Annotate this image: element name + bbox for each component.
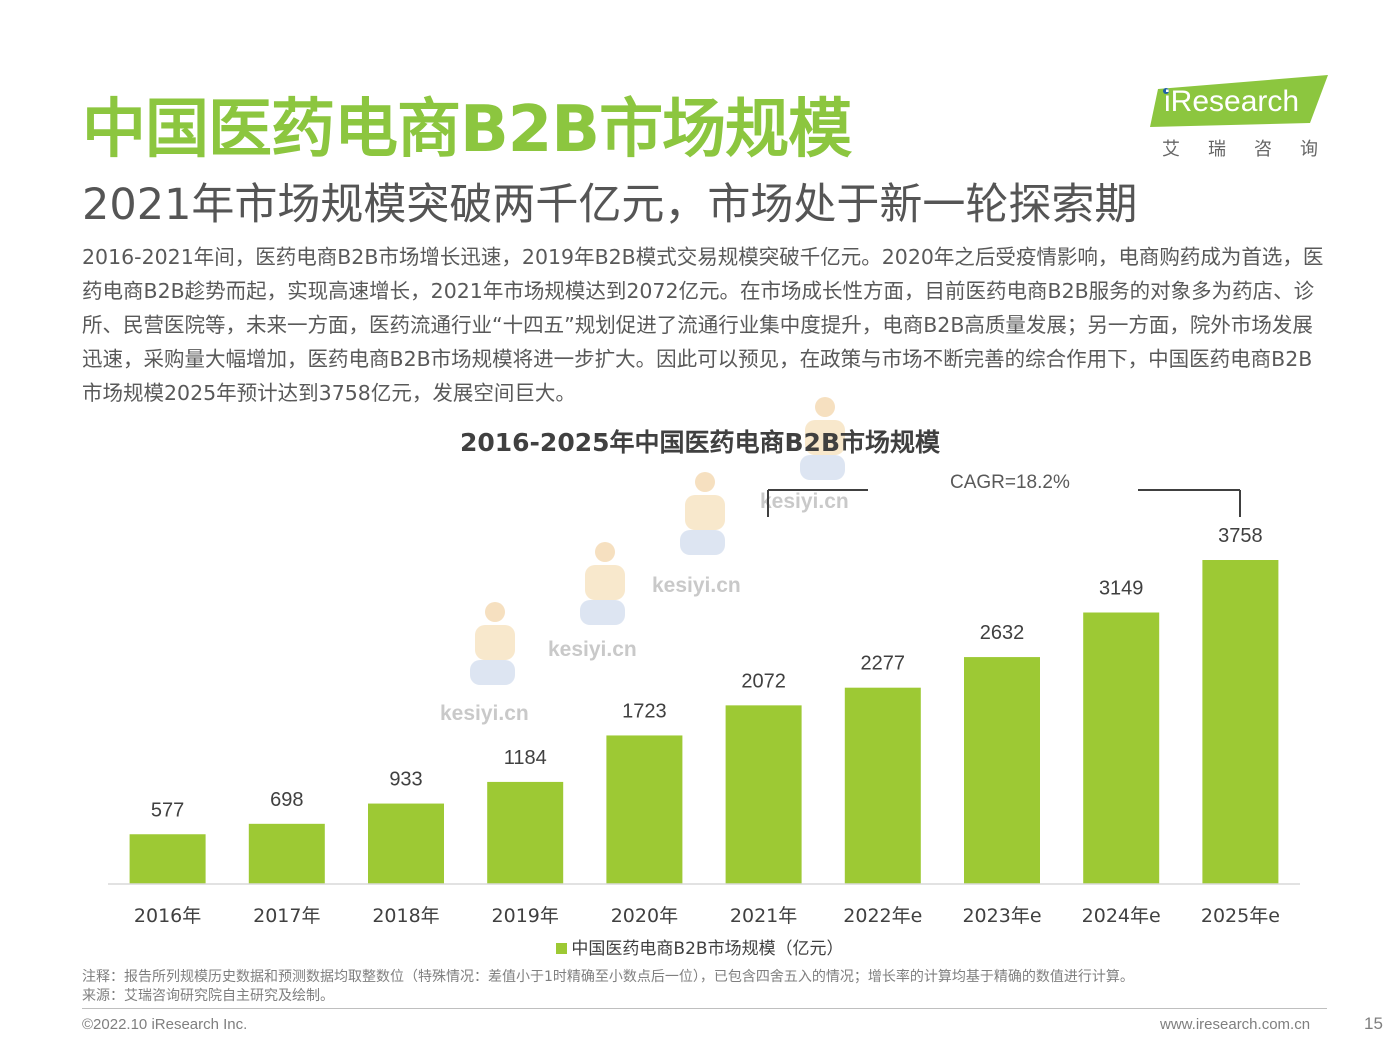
- chart-title: 2016-2025年中国医药电商B2B市场规模: [459, 428, 941, 457]
- x-tick-label: 2016年: [134, 905, 201, 927]
- chart-legend: 中国医药电商B2B市场规模（亿元）: [0, 934, 1400, 959]
- data-label: 577: [151, 799, 184, 821]
- page-subtitle: 2021年市场规模突破两千亿元，市场处于新一轮探索期: [82, 180, 1138, 230]
- data-label: 933: [389, 769, 422, 791]
- data-label: 3758: [1218, 525, 1263, 547]
- watermark-text: kesiyi.cn: [440, 702, 529, 725]
- watermark-runner-icon: [800, 397, 845, 480]
- data-label: 1723: [622, 700, 667, 722]
- bar: [606, 735, 683, 884]
- x-tick-label: 2022年e: [843, 905, 922, 927]
- logo-cn-text: 艾瑞咨询: [1162, 139, 1346, 160]
- x-tick-label: 2024年e: [1082, 905, 1161, 927]
- logo-banner-icon: [1150, 75, 1328, 127]
- data-label: 1184: [504, 747, 547, 769]
- watermark-text: kesiyi.cn: [652, 574, 741, 597]
- x-tick-label: 2019年: [492, 905, 559, 927]
- bar: [487, 781, 564, 884]
- footer-divider: [82, 1008, 1327, 1009]
- x-tick-label: 2020年: [611, 905, 678, 927]
- notes-block: 注释：报告所列规模历史数据和预测数据均取整数位（特殊情况：差值小于1时精确至小数…: [82, 968, 1134, 1006]
- data-label: 3149: [1099, 578, 1144, 600]
- page-number: 15: [1364, 1014, 1383, 1033]
- data-label: 698: [270, 789, 303, 811]
- note-text: 注释：报告所列规模历史数据和预测数据均取整数位（特殊情况：差值小于1时精确至小数…: [82, 969, 1134, 985]
- page-title: 中国医药电商B2B市场规模: [82, 93, 852, 167]
- cagr-annotation: CAGR=18.2%: [950, 472, 1070, 493]
- x-tick-label: 2018年: [372, 905, 439, 927]
- iresearch-logo: iResearch 艾瑞咨询: [1150, 75, 1340, 160]
- watermark-text: kesiyi.cn: [548, 638, 637, 661]
- legend-label: 中国医药电商B2B市场规模（亿元）: [571, 939, 844, 959]
- x-tick-label: 2023年e: [962, 905, 1041, 927]
- bar: [248, 823, 325, 884]
- bar: [368, 803, 444, 884]
- cagr-bracket: [767, 489, 1241, 517]
- data-label: 2072: [741, 670, 786, 692]
- bar: [844, 687, 921, 884]
- copyright-text: ©2022.10 iResearch Inc.: [82, 1016, 248, 1033]
- logo-text: iResearch: [1164, 85, 1300, 118]
- data-label: 2632: [980, 622, 1025, 644]
- watermark-runner-icon: [580, 542, 625, 625]
- watermark-runner-icon: [470, 602, 515, 685]
- bar: [725, 705, 802, 884]
- source-text: 来源：艾瑞咨询研究院自主研究及绘制。: [82, 988, 334, 1004]
- watermark-text: kesiyi.cn: [760, 490, 849, 513]
- watermark-runner-icon: [680, 472, 725, 555]
- x-tick-label: 2025年e: [1201, 905, 1280, 927]
- x-tick-label: 2021年: [730, 905, 797, 927]
- bar: [1083, 612, 1160, 884]
- data-label: 2277: [861, 653, 906, 675]
- bar: [1202, 560, 1279, 884]
- body-paragraph: 2016-2021年间，医药电商B2B市场增长迅速，2019年B2B模式交易规模…: [82, 245, 1324, 405]
- bar: [964, 657, 1040, 884]
- bar: [129, 834, 206, 884]
- website-link[interactable]: www.iresearch.com.cn: [1160, 1016, 1311, 1033]
- legend-swatch: [556, 943, 568, 954]
- x-tick-label: 2017年: [253, 905, 320, 927]
